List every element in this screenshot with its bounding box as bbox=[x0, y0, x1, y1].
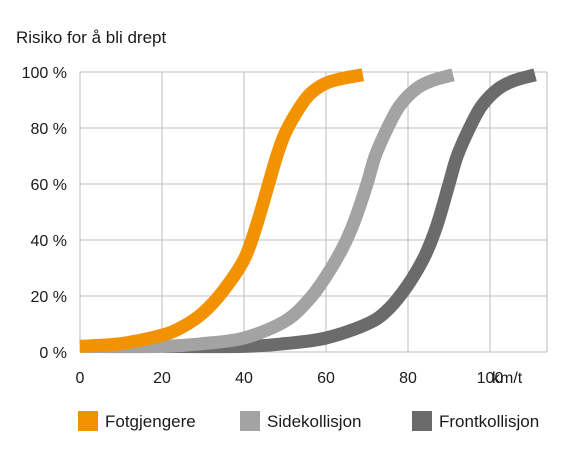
chart-title: Risiko for å bli drept bbox=[16, 28, 167, 47]
x-tick-label: 80 bbox=[399, 370, 417, 387]
legend: Fotgjengere Sidekollisjon Frontkollisjon bbox=[78, 411, 539, 431]
x-tick-label: 0 bbox=[76, 370, 85, 387]
y-tick-labels: 0 % 20 % 40 % 60 % 80 % 100 % bbox=[22, 65, 67, 362]
y-tick-label: 40 % bbox=[31, 233, 67, 250]
y-tick-label: 100 % bbox=[22, 65, 67, 82]
x-axis-label: km/t bbox=[492, 370, 523, 387]
x-tick-label: 60 bbox=[317, 370, 335, 387]
legend-swatch bbox=[412, 411, 432, 431]
x-tick-label: 40 bbox=[235, 370, 253, 387]
x-tick-label: 20 bbox=[153, 370, 171, 387]
x-tick-label: 100 bbox=[477, 370, 504, 387]
y-tick-label: 0 % bbox=[39, 345, 67, 362]
series-line-frontkollisjon bbox=[161, 68, 537, 354]
series-line-fotgjengere bbox=[79, 68, 365, 353]
y-tick-label: 60 % bbox=[31, 177, 67, 194]
series-lines bbox=[79, 68, 537, 354]
legend-swatch bbox=[78, 411, 98, 431]
legend-swatch bbox=[240, 411, 260, 431]
legend-label: Fotgjengere bbox=[105, 412, 196, 431]
legend-label: Sidekollisjon bbox=[267, 412, 362, 431]
legend-label: Frontkollisjon bbox=[439, 412, 539, 431]
series-line-sidekollisjon bbox=[79, 68, 455, 354]
x-tick-labels: 0 20 40 60 80 100 bbox=[76, 370, 504, 387]
y-tick-label: 20 % bbox=[31, 289, 67, 306]
grid bbox=[79, 71, 548, 353]
y-tick-label: 80 % bbox=[31, 121, 67, 138]
